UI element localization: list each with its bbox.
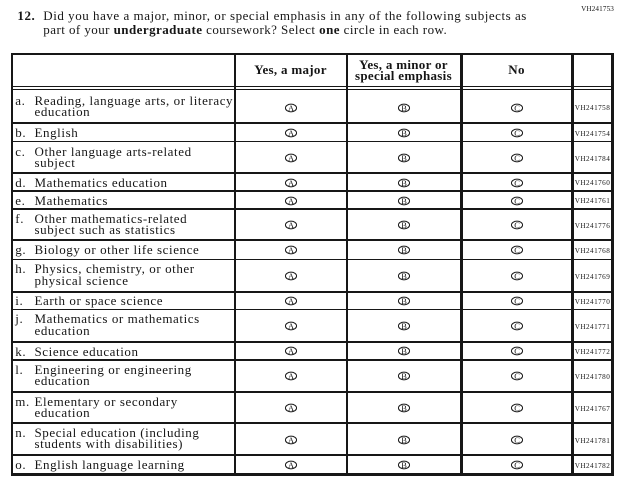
svg-text:B: B (401, 322, 407, 331)
svg-text:A: A (288, 197, 294, 206)
svg-text:C: C (514, 221, 520, 230)
svg-text:C: C (514, 103, 520, 112)
svg-text:A: A (288, 297, 294, 306)
svg-text:A: A (288, 246, 294, 255)
svg-text:A: A (288, 436, 294, 445)
svg-text:B: B (401, 461, 407, 470)
svg-text:A: A (288, 372, 294, 381)
svg-text:B: B (401, 246, 407, 255)
svg-text:C: C (514, 272, 520, 281)
svg-text:C: C (514, 436, 520, 445)
svg-text:A: A (288, 404, 294, 413)
svg-text:B: B (401, 347, 407, 356)
svg-text:A: A (288, 103, 294, 112)
svg-text:B: B (401, 372, 407, 381)
svg-text:C: C (514, 461, 520, 470)
svg-text:B: B (401, 272, 407, 281)
svg-text:C: C (514, 404, 520, 413)
svg-text:C: C (514, 129, 520, 138)
svg-text:A: A (288, 322, 294, 331)
svg-text:C: C (514, 347, 520, 356)
svg-text:A: A (288, 221, 294, 230)
svg-text:C: C (514, 372, 520, 381)
svg-text:A: A (288, 461, 294, 470)
svg-text:B: B (401, 129, 407, 138)
svg-text:B: B (401, 404, 407, 413)
svg-text:A: A (288, 154, 294, 163)
svg-text:C: C (514, 197, 520, 206)
svg-text:A: A (288, 272, 294, 281)
svg-text:C: C (514, 297, 520, 306)
svg-text:C: C (514, 246, 520, 255)
svg-text:C: C (514, 179, 520, 188)
svg-text:A: A (288, 129, 294, 138)
svg-text:B: B (401, 197, 407, 206)
svg-text:B: B (401, 297, 407, 306)
svg-text:C: C (514, 154, 520, 163)
svg-text:B: B (401, 436, 407, 445)
svg-text:B: B (401, 179, 407, 188)
svg-text:B: B (401, 103, 407, 112)
svg-text:B: B (401, 154, 407, 163)
svg-text:A: A (288, 347, 294, 356)
svg-text:C: C (514, 322, 520, 331)
svg-text:B: B (401, 221, 407, 230)
svg-text:A: A (288, 179, 294, 188)
